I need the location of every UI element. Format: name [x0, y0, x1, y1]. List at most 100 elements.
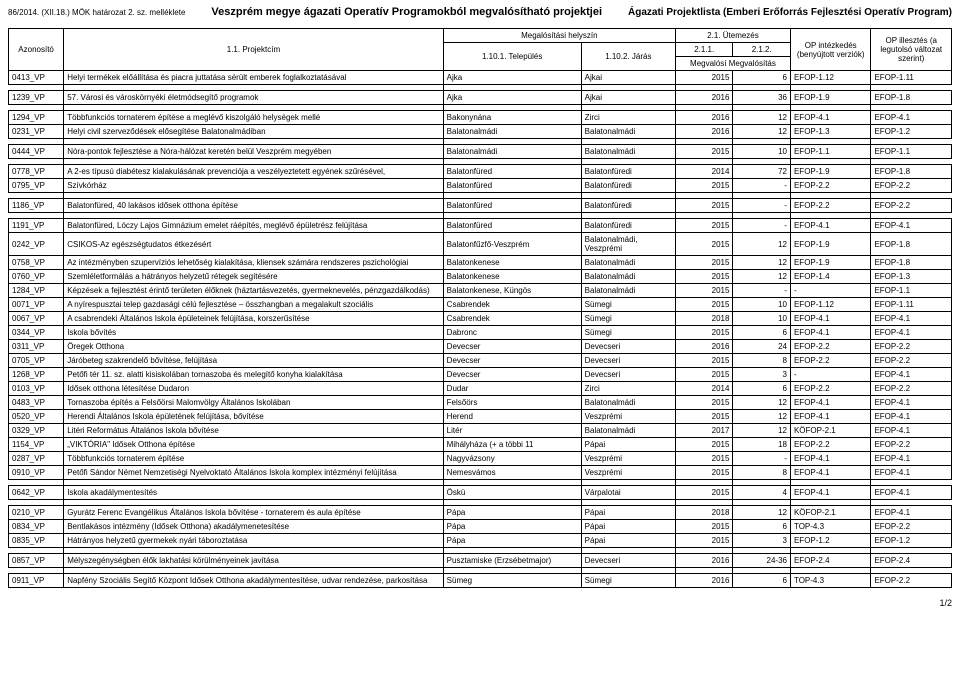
cell-year1: 2015 [675, 486, 732, 500]
cell-district: Devecseri [581, 354, 675, 368]
cell-year2: 12 [733, 424, 791, 438]
cell-id: 0834_VP [9, 520, 64, 534]
cell-project: Helyi termékek előállítása és piacra jut… [64, 71, 443, 85]
cell-project: Petőfi tér 11. sz. alatti kisiskolában t… [64, 368, 443, 382]
cell-year2: 24-36 [733, 554, 791, 568]
cell-year2: 72 [733, 165, 791, 179]
cell-town: Ajka [443, 91, 581, 105]
cell-district: Pápai [581, 506, 675, 520]
cell-year1: 2015 [675, 368, 732, 382]
cell-year1: 2014 [675, 382, 732, 396]
table-row: 0835_VPHátrányos helyzetű gyermekek nyár… [9, 534, 952, 548]
cell-op1: EFOP-2.2 [790, 199, 870, 213]
cell-project: Idősek otthona létesítése Dudaron [64, 382, 443, 396]
cell-op1: EFOP-4.1 [790, 466, 870, 480]
cell-op1: EFOP-1.9 [790, 91, 870, 105]
cell-year1: 2015 [675, 520, 732, 534]
cell-district: Balatonalmádi [581, 424, 675, 438]
header-left: 86/2014. (XII.18.) MÖK határozat 2. sz. … [8, 8, 185, 17]
cell-op1: TOP-4.3 [790, 574, 870, 588]
cell-year1: 2016 [675, 111, 732, 125]
cell-id: 0760_VP [9, 270, 64, 284]
cell-project: 57. Városi és városkörnyéki életmódsegít… [64, 91, 443, 105]
cell-year1: 2016 [675, 340, 732, 354]
cell-district: Zirci [581, 382, 675, 396]
cell-year2: 4 [733, 486, 791, 500]
table-row: 1268_VPPetőfi tér 11. sz. alatti kisisko… [9, 368, 952, 382]
cell-id: 1294_VP [9, 111, 64, 125]
cell-year1: 2016 [675, 554, 732, 568]
th-proj: 1.1. Projektcím [64, 29, 443, 71]
cell-id: 1284_VP [9, 284, 64, 298]
cell-id: 1186_VP [9, 199, 64, 213]
cell-id: 0210_VP [9, 506, 64, 520]
cell-project: Tornaszoba építés a Felsőörsi Malomvölgy… [64, 396, 443, 410]
cell-op2: EFOP-4.1 [871, 424, 952, 438]
cell-op1: EFOP-4.1 [790, 396, 870, 410]
cell-town: Balatonalmádi [443, 125, 581, 139]
cell-project: „VIKTÓRIA" Idősek Otthona építése [64, 438, 443, 452]
cell-project: Az intézményben szupervíziós lehetőség k… [64, 256, 443, 270]
cell-year2: 24 [733, 340, 791, 354]
cell-year1: 2015 [675, 452, 732, 466]
cell-op1: EFOP-2.2 [790, 382, 870, 396]
cell-project: A 2-es típusú diabétesz kialakulásának p… [64, 165, 443, 179]
cell-op2: EFOP-1.3 [871, 270, 952, 284]
cell-op2: EFOP-2.2 [871, 199, 952, 213]
cell-year1: 2015 [675, 145, 732, 159]
cell-op1: - [790, 368, 870, 382]
table-row: 0329_VPLitéri Református Általános Iskol… [9, 424, 952, 438]
cell-town: Öskü [443, 486, 581, 500]
cell-op2: EFOP-1.8 [871, 165, 952, 179]
th-y2: 2.1.2. [733, 43, 791, 57]
cell-op2: EFOP-4.1 [871, 396, 952, 410]
cell-town: Pápa [443, 520, 581, 534]
cell-year1: 2015 [675, 396, 732, 410]
table-row: 1239_VP57. Városi és városkörnyéki életm… [9, 91, 952, 105]
table-row: 0834_VPBentlakásos intézmény (Idősek Ott… [9, 520, 952, 534]
cell-year2: 12 [733, 270, 791, 284]
cell-id: 0344_VP [9, 326, 64, 340]
cell-op1: EFOP-4.1 [790, 312, 870, 326]
cell-year1: 2015 [675, 179, 732, 193]
cell-year2: 12 [733, 396, 791, 410]
cell-op2: EFOP-4.1 [871, 410, 952, 424]
th-op1: OP intézkedés (benyújtott verziók) [790, 29, 870, 71]
cell-year2: - [733, 284, 791, 298]
cell-op2: EFOP-1.11 [871, 71, 952, 85]
cell-district: Devecseri [581, 340, 675, 354]
cell-op1: EFOP-2.2 [790, 438, 870, 452]
cell-year2: 18 [733, 438, 791, 452]
cell-project: Iskola akadálymentesítés [64, 486, 443, 500]
cell-year1: 2018 [675, 312, 732, 326]
cell-op1: EFOP-4.1 [790, 486, 870, 500]
cell-town: Csabrendek [443, 298, 581, 312]
cell-district: Balatonalmádi [581, 125, 675, 139]
cell-town: Devecser [443, 340, 581, 354]
table-row: 0444_VPNóra-pontok fejlesztése a Nóra-há… [9, 145, 952, 159]
cell-year1: 2016 [675, 574, 732, 588]
cell-year1: 2015 [675, 326, 732, 340]
cell-op2: EFOP-2.4 [871, 554, 952, 568]
cell-town: Mihályháza (+ a többi 11 [443, 438, 581, 452]
table-row: 1191_VPBalatonfüred, Lóczy Lajos Gimnázi… [9, 219, 952, 233]
cell-op2: EFOP-1.11 [871, 298, 952, 312]
cell-town: Balatonfüred [443, 165, 581, 179]
cell-project: Szemléletformálás a hátrányos helyzetű r… [64, 270, 443, 284]
cell-op2: EFOP-2.2 [871, 354, 952, 368]
cell-year1: 2015 [675, 410, 732, 424]
cell-district: Balatonalmádi [581, 396, 675, 410]
cell-year2: - [733, 199, 791, 213]
cell-year2: 10 [733, 298, 791, 312]
cell-op2: EFOP-4.1 [871, 506, 952, 520]
cell-id: 1154_VP [9, 438, 64, 452]
cell-year2: 8 [733, 354, 791, 368]
cell-year1: 2014 [675, 165, 732, 179]
cell-id: 0642_VP [9, 486, 64, 500]
cell-op1: EFOP-1.9 [790, 165, 870, 179]
cell-district: Sümegi [581, 312, 675, 326]
table-body: 0413_VPHelyi termékek előállítása és pia… [9, 71, 952, 588]
cell-year2: 6 [733, 520, 791, 534]
cell-town: Ajka [443, 71, 581, 85]
cell-project: Gyurátz Ferenc Evangélikus Általános Isk… [64, 506, 443, 520]
